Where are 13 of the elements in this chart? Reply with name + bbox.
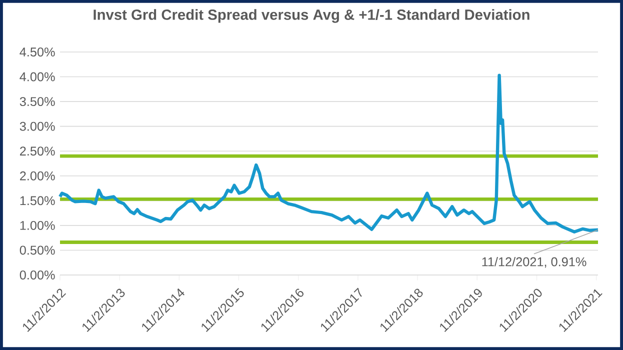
y-tick-label: 0.00% xyxy=(20,270,55,280)
chart-title: Invst Grd Credit Spread versus Avg & +1/-1 Standard Deviation xyxy=(94,9,530,23)
y-tick-label: 1.50% xyxy=(20,196,55,206)
annotation: 11/12/2021, 0.91% xyxy=(482,256,586,268)
line-series xyxy=(58,74,600,234)
y-tick-label: 2.00% xyxy=(20,171,55,180)
y-tick-label: 3.50% xyxy=(20,97,55,106)
y-tick-label: 0.50% xyxy=(20,246,55,255)
y-tick-label: 3.00% xyxy=(20,122,55,131)
y-tick-label: 2.50% xyxy=(20,146,55,156)
y-tick-label: 4.50% xyxy=(20,48,55,56)
y-tick-label: 1.00% xyxy=(20,220,55,230)
y-tick-label: 4.00% xyxy=(20,72,55,82)
